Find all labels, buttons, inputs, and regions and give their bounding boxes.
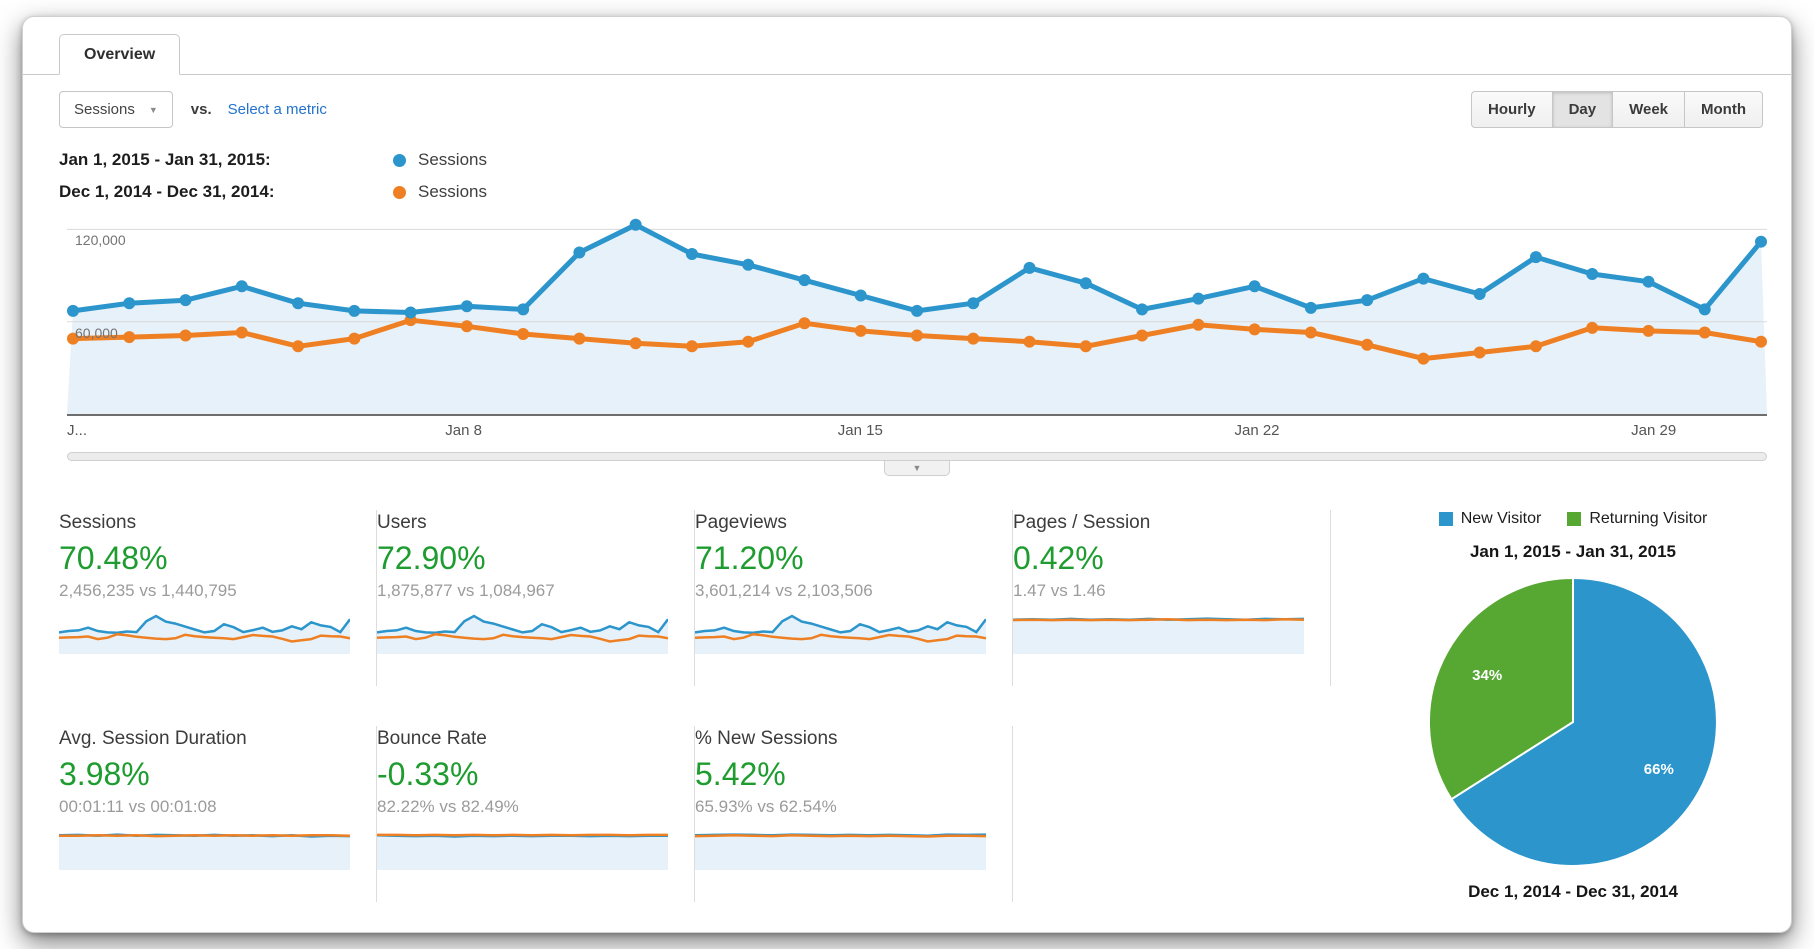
svg-text:34%: 34% [1472, 667, 1502, 684]
metric-select-value: Sessions [74, 101, 135, 118]
legend-swatch-icon [1567, 512, 1582, 526]
svg-text:66%: 66% [1644, 761, 1674, 778]
x-tick-label: J... [67, 422, 88, 439]
scorecard-avg-session-duration: Avg. Session Duration 3.98% 00:01:11 vs … [59, 726, 377, 902]
y-axis-label-60000: 60,000 [75, 325, 118, 341]
scorecard-comparison: 3,601,214 vs 2,103,506 [695, 581, 873, 600]
granularity-month-button[interactable]: Month [1685, 91, 1763, 128]
pie-legend-returning-visitor: Returning Visitor [1567, 510, 1707, 528]
vs-label: vs. [190, 101, 212, 118]
metric-select-dropdown[interactable]: Sessions ▼ [59, 91, 173, 128]
pie-legend-label: New Visitor [1460, 510, 1542, 527]
timeseries-svg [67, 218, 1767, 414]
scorecard-title: Bounce Rate [377, 728, 487, 749]
slider-track[interactable] [67, 452, 1767, 461]
chart-plot-area: 120,000 60,000 [67, 214, 1767, 416]
scorecard-comparison: 2,456,235 vs 1,440,795 [59, 581, 237, 600]
scorecard-comparison: 00:01:11 vs 00:01:08 [59, 797, 217, 816]
scorecard-sparkline [59, 833, 350, 870]
scorecard-change: -0.33% [377, 756, 479, 792]
scorecard-users: Users 72.90% 1,875,877 vs 1,084,967 [377, 510, 695, 686]
scorecard-title: Users [377, 512, 427, 533]
legend-row-current-period: Jan 1, 2015 - Jan 31, 2015: Sessions [59, 150, 1755, 170]
scorecard-bounce-rate: Bounce Rate -0.33% 82.22% vs 82.49% [377, 726, 695, 902]
summary-section: Sessions 70.48% 2,456,235 vs 1,440,795 U… [23, 510, 1791, 902]
scorecard-change: 0.42% [1013, 540, 1104, 576]
chart-collapse-button[interactable]: ▼ [884, 460, 950, 476]
x-tick-label: Jan 15 [837, 422, 883, 439]
scorecard-sparkline [59, 614, 350, 654]
timeseries-legend: Jan 1, 2015 - Jan 31, 2015: Sessions Dec… [23, 138, 1791, 202]
granularity-day-button[interactable]: Day [1552, 91, 1614, 128]
granularity-week-button[interactable]: Week [1613, 91, 1686, 128]
legend-date-range: Jan 1, 2015 - Jan 31, 2015: [59, 150, 271, 169]
scorecard-title: Pages / Session [1013, 512, 1151, 533]
scorecard-change: 5.42% [695, 756, 786, 792]
scorecard-title: Pageviews [695, 512, 787, 533]
y-axis-label-120000: 120,000 [75, 232, 126, 248]
sessions-timeseries-chart: 120,000 60,000 J... Jan 8 Jan 15 Jan 22 … [67, 214, 1767, 476]
pie-legend-new-visitor: New Visitor [1438, 510, 1542, 528]
x-tick-label: Jan 8 [445, 422, 483, 439]
series-dot-icon [393, 185, 406, 199]
scorecard-change: 70.48% [59, 540, 168, 576]
tab-overview[interactable]: Overview [59, 34, 181, 75]
scorecard-comparison: 65.93% vs 62.54% [695, 797, 837, 816]
scorecard-comparison: 1,875,877 vs 1,084,967 [377, 581, 555, 600]
scorecard-pages-per-session: Pages / Session 0.42% 1.47 vs 1.46 [1013, 510, 1331, 686]
scorecard-sparkline [695, 614, 986, 654]
chevron-down-icon: ▼ [912, 463, 922, 473]
visitor-type-pie-chart: 66% 34% [1427, 576, 1718, 867]
legend-row-previous-period: Dec 1, 2014 - Dec 31, 2014: Sessions [59, 182, 1755, 202]
pie-legend: New Visitor Returning Visitor [1355, 510, 1791, 528]
tab-bar: Overview [23, 17, 1791, 75]
visitor-type-pie-section: New Visitor Returning Visitor Jan 1, 201… [1355, 510, 1791, 902]
granularity-hourly-button[interactable]: Hourly [1471, 91, 1553, 128]
scorecard-change: 71.20% [695, 540, 804, 576]
scorecard-sessions: Sessions 70.48% 2,456,235 vs 1,440,795 [59, 510, 377, 686]
legend-date-range: Dec 1, 2014 - Dec 31, 2014: [59, 182, 275, 201]
scorecard-pageviews: Pageviews 71.20% 3,601,214 vs 2,103,506 [695, 510, 1013, 686]
x-tick-label: Jan 29 [1631, 422, 1677, 439]
scorecard-sparkline [377, 614, 668, 654]
chart-controls: Sessions ▼ vs. Select a metric Hourly Da… [23, 75, 1791, 138]
scorecard-change: 3.98% [59, 756, 150, 792]
scorecards-grid: Sessions 70.48% 2,456,235 vs 1,440,795 U… [59, 510, 1331, 902]
scorecard-comparison: 82.22% vs 82.49% [377, 797, 519, 816]
pie-legend-label: Returning Visitor [1589, 510, 1708, 527]
scorecard-percent-new-sessions: % New Sessions 5.42% 65.93% vs 62.54% [695, 726, 1013, 902]
legend-series-name: Sessions [418, 150, 487, 169]
chart-range-slider[interactable] [67, 452, 1767, 461]
scorecard-sparkline [1013, 617, 1304, 654]
pie-title-previous-period: Dec 1, 2014 - Dec 31, 2014 [1468, 882, 1678, 901]
scorecard-sparkline [695, 833, 986, 870]
legend-series-name: Sessions [418, 182, 487, 201]
scorecard-change: 72.90% [377, 540, 486, 576]
series-dot-icon [393, 153, 406, 167]
scorecard-comparison: 1.47 vs 1.46 [1013, 581, 1106, 600]
x-tick-label: Jan 22 [1234, 422, 1280, 439]
scorecard-title: Sessions [59, 512, 137, 533]
scorecard-sparkline [377, 833, 668, 870]
scorecard-title: Avg. Session Duration [59, 728, 247, 749]
chevron-down-icon: ▼ [148, 104, 158, 115]
pie-title-current-period: Jan 1, 2015 - Jan 31, 2015 [1469, 542, 1677, 561]
granularity-segmented-control: Hourly Day Week Month [1471, 91, 1763, 128]
x-axis-ticks: J... Jan 8 Jan 15 Jan 22 Jan 29 [67, 422, 1767, 448]
select-a-metric-link[interactable]: Select a metric [227, 101, 327, 118]
analytics-overview-panel: Overview Sessions ▼ vs. Select a metric … [22, 16, 1792, 933]
scorecard-title: % New Sessions [695, 728, 838, 749]
legend-swatch-icon [1438, 512, 1453, 526]
